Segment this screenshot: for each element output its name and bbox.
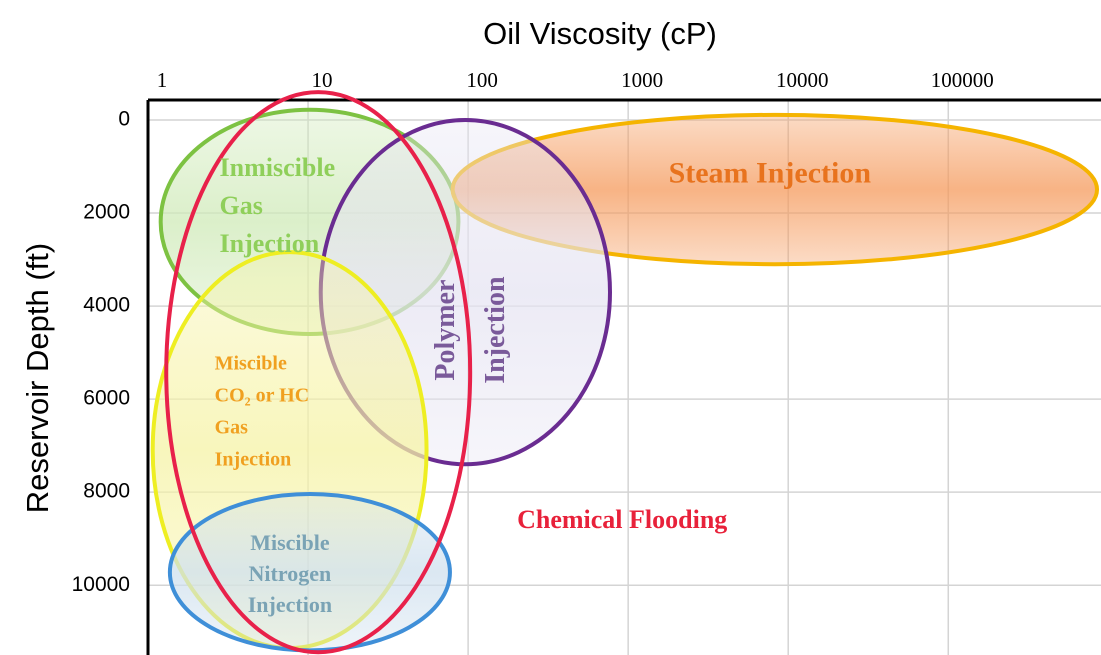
region-ellipse (164, 90, 473, 655)
region-label: Chemical Flooding (517, 505, 727, 534)
region-label: Injection (248, 592, 332, 617)
region-label: Injection (215, 449, 292, 471)
y-tick-label: 4000 (83, 294, 130, 317)
region-label: Injection (220, 229, 320, 258)
region-label: Nitrogen (249, 561, 332, 586)
y-tick-label: 6000 (83, 387, 130, 410)
region-label: Polymer (430, 280, 461, 381)
x-tick-label: 100 (466, 68, 498, 92)
x-tick-label: 1 (157, 68, 168, 92)
region-label: CO₂ or HC (215, 385, 310, 407)
region-label: Miscible (215, 353, 287, 375)
region-label: Inmiscible (220, 153, 336, 182)
x-axis-title: Oil Viscosity (cP) (483, 16, 717, 51)
region-label: Injection (480, 276, 511, 384)
x-tick-label: 10 (312, 68, 333, 92)
x-tick-label: 100000 (931, 68, 994, 92)
y-tick-label: 8000 (83, 480, 130, 503)
y-tick-label: 2000 (83, 201, 130, 224)
x-tick-label: 10000 (776, 68, 829, 92)
region-label: Gas (220, 191, 263, 220)
region-label: Miscible (250, 530, 330, 555)
y-axis-title: Reservoir Depth (ft) (20, 243, 55, 513)
region-label: Steam Injection (669, 156, 872, 189)
region-label: Gas (215, 417, 249, 439)
x-tick-label: 1000 (621, 68, 663, 92)
y-tick-label: 10000 (72, 573, 130, 596)
y-tick-label: 0 (118, 108, 130, 131)
